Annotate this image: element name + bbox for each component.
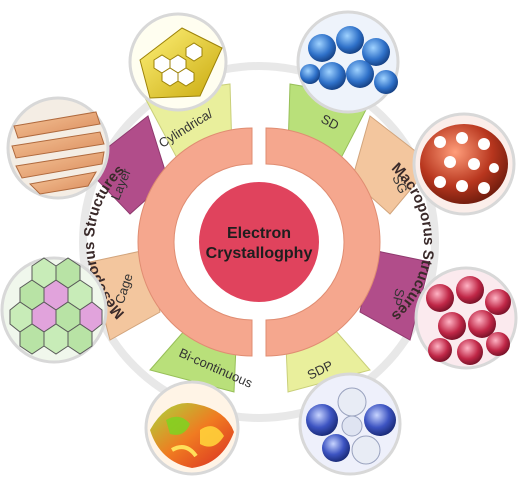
center-title-line2: Crystallogphy bbox=[206, 245, 313, 262]
tab-label-sg: SG bbox=[389, 173, 410, 196]
layer-structure-image bbox=[6, 96, 110, 200]
sp-structure-image bbox=[414, 266, 518, 370]
tab-label-sp: SP bbox=[389, 287, 408, 307]
cylindrical-structure-image bbox=[128, 12, 228, 112]
sg-structure-image bbox=[412, 112, 516, 216]
bicontinuous-structure-image bbox=[144, 380, 240, 476]
macroporous-ring bbox=[265, 127, 381, 357]
tab-label-sd: SD bbox=[319, 111, 342, 133]
sdp-structure-image bbox=[298, 372, 402, 476]
sd-structure-image bbox=[296, 10, 400, 114]
connector-sg bbox=[351, 115, 433, 215]
cage-structure-image bbox=[0, 256, 108, 364]
center-circle bbox=[195, 178, 323, 306]
center-title-line1: Electron bbox=[227, 225, 291, 242]
mesoporous-ring bbox=[137, 127, 253, 357]
